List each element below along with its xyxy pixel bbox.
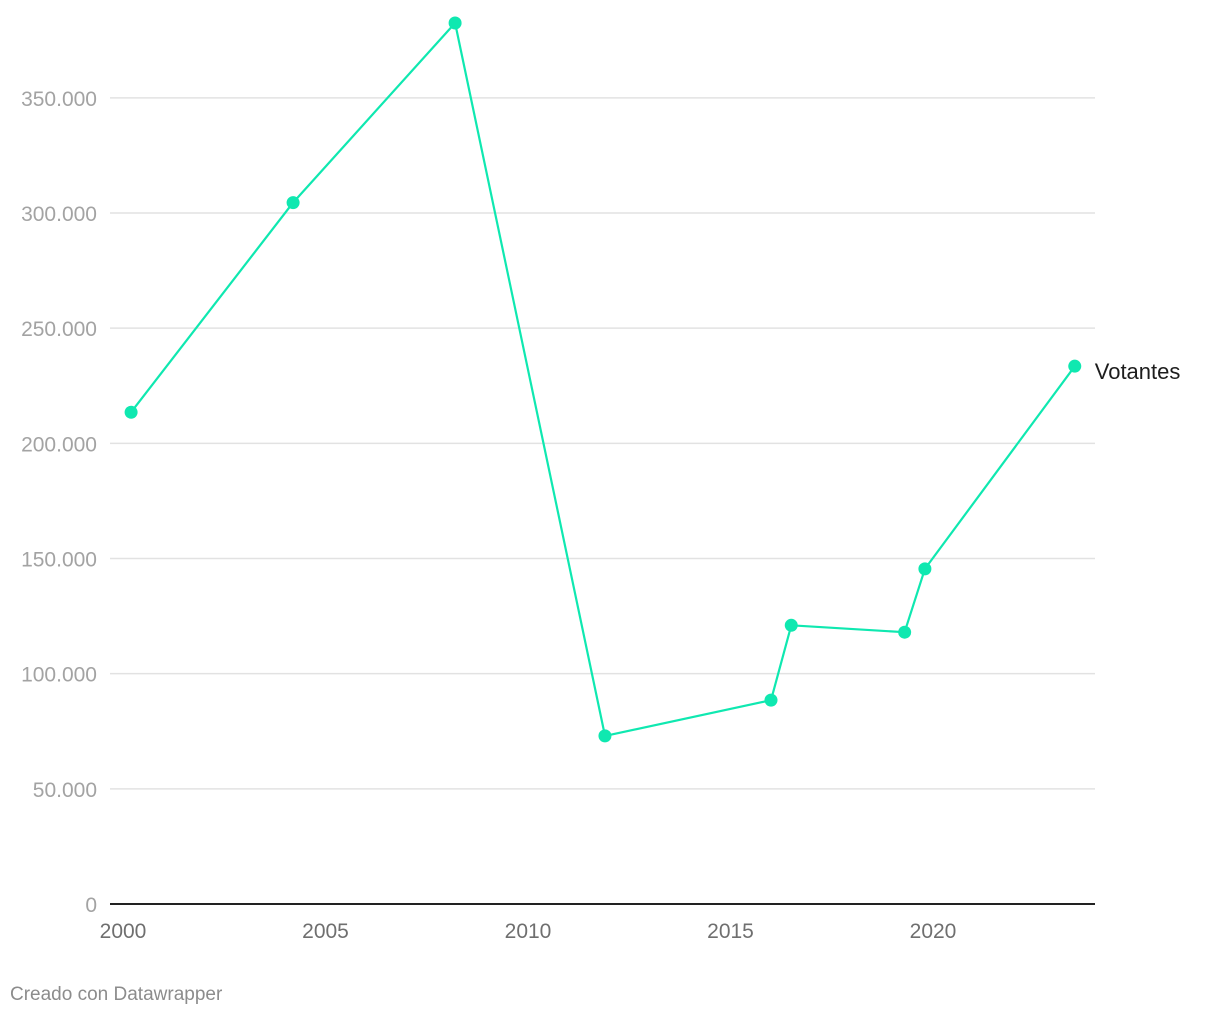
y-tick-label: 100.000 — [21, 664, 97, 687]
x-tick-label: 2020 — [910, 920, 957, 943]
y-tick-label: 350.000 — [21, 88, 97, 111]
series-layer: Votantes — [124, 16, 1181, 743]
data-point — [286, 196, 300, 210]
data-point — [898, 625, 912, 639]
y-tick-label: 200.000 — [21, 433, 97, 456]
line-chart: 0 50.000 100.000 150.000 200.000 250.000 300.0… — [21, 16, 1181, 943]
data-point — [764, 693, 778, 707]
credit-text: Creado con Datawrapper — [10, 984, 223, 1005]
data-point — [1068, 359, 1082, 373]
data-point — [598, 729, 612, 743]
y-tick-label: 50.000 — [33, 779, 97, 802]
x-tick-label: 2015 — [707, 920, 754, 943]
gridlines — [110, 97, 1095, 790]
x-tick-label: 2000 — [100, 920, 147, 943]
x-tick-label: 2005 — [302, 920, 349, 943]
y-tick-label: 300.000 — [21, 203, 97, 226]
y-axis-ticks: 0 50.000 100.000 150.000 200.000 250.000 300.0… — [21, 88, 97, 917]
data-point — [918, 562, 932, 576]
series-label: Votantes — [1095, 359, 1181, 384]
x-axis-ticks: 2000 2005 2010 2015 2020 — [100, 920, 957, 943]
data-point — [124, 405, 138, 419]
data-point — [784, 618, 798, 632]
series-line — [130, 21, 1076, 738]
data-point — [448, 16, 462, 30]
y-tick-label: 250.000 — [21, 318, 97, 341]
y-tick-label: 0 — [85, 894, 97, 917]
y-tick-label: 150.000 — [21, 549, 97, 572]
x-tick-label: 2010 — [505, 920, 552, 943]
